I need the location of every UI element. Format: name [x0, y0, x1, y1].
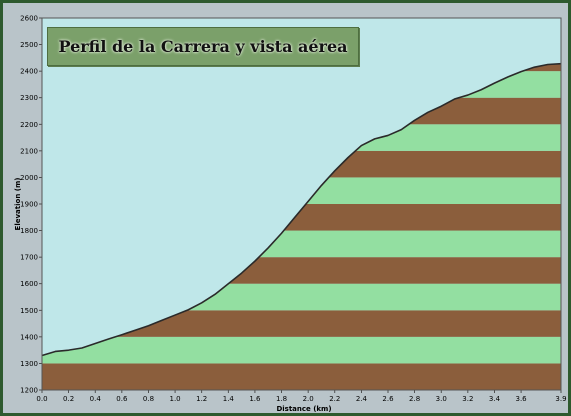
y-tick-label: 2600	[20, 15, 38, 23]
x-tick-label: 0.8	[143, 395, 154, 403]
x-tick-label: 0.2	[63, 395, 74, 403]
y-tick-label: 2000	[20, 174, 38, 182]
y-tick-label: 1300	[20, 360, 38, 368]
y-tick-label: 1400	[20, 333, 38, 341]
sky-fill	[42, 18, 561, 356]
y-axis-ticks: 1200 1300 1400 1500 1600 1700 1800 1900 2000 2100…	[20, 15, 42, 395]
x-tick-label: 3.0	[436, 395, 447, 403]
y-tick-label: 2300	[20, 94, 38, 102]
x-tick-label: 2.8	[409, 395, 420, 403]
x-tick-label: 0.4	[90, 395, 102, 403]
x-tick-label: 2.2	[329, 395, 340, 403]
y-tick-label: 1200	[20, 387, 38, 395]
sky-area	[42, 18, 561, 356]
x-tick-label: 2.4	[356, 395, 368, 403]
profile-line-group	[41, 62, 562, 357]
y-tick-label: 2500	[20, 41, 38, 49]
x-tick-label: 3.4	[489, 395, 501, 403]
x-tick-label: 1.0	[170, 395, 181, 403]
x-tick-label: 0.6	[116, 395, 128, 403]
y-tick-label: 2200	[20, 121, 38, 129]
x-tick-label: 0.0	[36, 395, 47, 403]
elevation-band	[42, 363, 561, 390]
elevation-band	[42, 336, 561, 364]
y-tick-label: 1700	[20, 254, 38, 262]
x-tick-label: 1.2	[196, 395, 207, 403]
x-tick-label: 2.6	[382, 395, 394, 403]
y-tick-label: 1500	[20, 307, 38, 315]
x-tick-label: 1.6	[249, 395, 261, 403]
chart-title-box: Perfil de la Carrera y vista aérea	[47, 27, 359, 66]
y-tick-label: 1800	[20, 227, 38, 235]
elevation-profile-line	[41, 62, 562, 357]
x-tick-label: 2.0	[303, 395, 314, 403]
chart-title: Perfil de la Carrera y vista aérea	[58, 37, 348, 56]
y-tick-label: 2400	[20, 68, 38, 76]
y-axis-label: Elevation (m)	[14, 178, 22, 231]
x-axis-label: Distance (km)	[276, 405, 331, 413]
y-tick-label: 1900	[20, 201, 38, 209]
x-axis-ticks: 0.0 0.2 0.4 0.6 0.8 1.0 1.2 1.4 1.6 1.8 2.0 2.2 2.4 2…	[36, 390, 567, 403]
y-tick-label: 1600	[20, 280, 38, 288]
plot-border	[41, 17, 562, 391]
y-tick-label: 2100	[20, 147, 38, 155]
x-tick-label: 1.4	[223, 395, 235, 403]
x-tick-label: 1.8	[276, 395, 287, 403]
x-tick-label: 3.9	[555, 395, 566, 403]
x-tick-label: 3.2	[462, 395, 473, 403]
x-tick-label: 3.6	[516, 395, 528, 403]
